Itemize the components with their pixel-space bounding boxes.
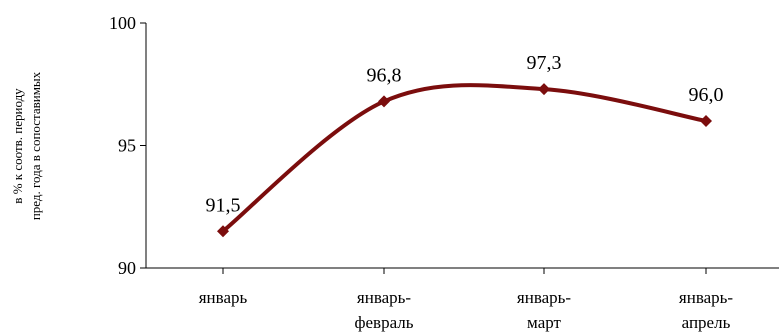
axes: [145, 23, 779, 269]
x-tick-label: апрель: [682, 313, 731, 332]
data-point-marker: [378, 95, 390, 108]
data-label: 97,3: [527, 52, 562, 74]
data-label: 96,8: [367, 64, 402, 86]
data-point-marker: [538, 83, 550, 96]
x-ticks: январь январь-февраль январь-март январь-ап…: [199, 268, 734, 332]
series-group: [217, 83, 712, 238]
x-tick-label: январь-: [517, 288, 572, 307]
data-point-marker: [217, 225, 229, 238]
y-tick-label: 90: [118, 258, 136, 278]
data-label: 91,5: [206, 194, 241, 216]
data-labels: 91,5 96,8 97,3 96,0: [206, 52, 724, 216]
x-tick-label: февраль: [354, 313, 413, 332]
x-tick-label: январь-: [679, 288, 734, 307]
y-tick-label: 95: [118, 136, 136, 156]
y-ticks: 90 95 100: [109, 13, 146, 278]
data-point-marker: [700, 115, 712, 127]
x-tick-label: январь: [199, 288, 248, 307]
y-axis-title-line-2: пред. года в сопоставимых: [28, 71, 43, 220]
y-axis-title-line-1: в % к соотв. периоду: [10, 88, 25, 204]
y-tick-label: 100: [109, 13, 136, 33]
x-tick-label: январь-: [357, 288, 412, 307]
y-axis-title: в % к соотв. периоду пред. года в сопоста…: [10, 71, 43, 220]
data-label: 96,0: [689, 84, 724, 106]
x-tick-label: март: [527, 313, 561, 332]
series-line: [221, 83, 708, 234]
